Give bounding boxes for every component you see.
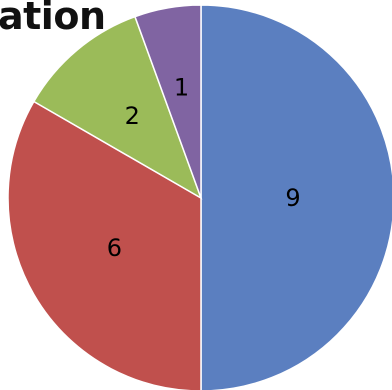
pie-slice-9 [200,4,392,390]
data-label-9: 9 [285,184,300,212]
pie-slice-6 [7,100,202,390]
data-label-1: 1 [174,74,189,102]
data-label-6: 6 [107,234,122,262]
pie-slice-1 [134,4,202,199]
chart-title: ation [0,0,106,38]
pie-slice-2 [32,15,203,200]
data-label-2: 2 [125,102,140,130]
